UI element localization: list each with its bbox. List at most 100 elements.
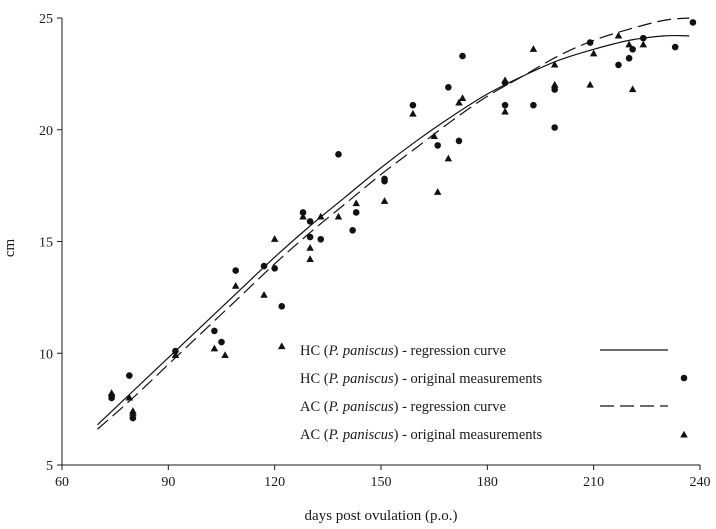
hc-data-point	[615, 61, 622, 69]
ac-data-point	[231, 282, 240, 289]
legend-entry-label: AC (P. paniscus) - regression curve	[300, 399, 506, 415]
hc-data-point	[586, 39, 594, 46]
legend-suffix: ) - regression curve	[394, 343, 506, 359]
x-tick-label: 210	[583, 475, 604, 490]
hc-data-point	[625, 54, 633, 62]
ac-data-point	[501, 107, 509, 115]
ac-data-point	[380, 197, 389, 204]
ac-data-point	[278, 342, 286, 350]
hc-data-point	[172, 347, 179, 355]
hc-data-point	[689, 19, 697, 26]
legend-suffix: ) - original measurements	[394, 427, 543, 443]
hc-data-point	[455, 137, 463, 145]
y-tick-label: 25	[39, 12, 53, 27]
ac-data-point	[589, 49, 598, 57]
ac-data-point	[586, 80, 594, 88]
ac-data-point	[260, 290, 268, 298]
x-tick-label: 90	[161, 475, 175, 490]
ac-data-point	[306, 255, 314, 262]
ac-data-point	[221, 351, 229, 359]
ac-data-point	[430, 132, 438, 140]
legend-suffix: ) - regression curve	[394, 399, 506, 415]
legend-circle-marker	[680, 374, 688, 382]
ac-regression-curve	[97, 17, 690, 430]
hc-data-point	[306, 218, 314, 225]
x-axis-label: days post ovulation (p.o.)	[305, 508, 458, 524]
x-tick-label: 150	[371, 475, 392, 490]
hc-data-point	[501, 101, 509, 109]
hc-data-point	[299, 209, 307, 216]
legend-species: P. paniscus	[328, 343, 394, 359]
legend-entry-label: AC (P. paniscus) - original measurements	[300, 427, 543, 443]
legend-prefix: AC (	[300, 427, 329, 443]
ac-data-point	[501, 76, 509, 84]
ac-data-point	[299, 212, 307, 220]
x-tick-label: 120	[264, 475, 285, 490]
ac-data-point	[639, 40, 648, 48]
hc-data-point	[551, 86, 558, 93]
ac-data-point	[210, 344, 219, 352]
y-tick-label: 20	[39, 124, 53, 139]
ac-data-point	[444, 154, 453, 162]
hc-data-point	[126, 372, 133, 379]
ac-data-point	[409, 109, 417, 117]
hc-data-point	[317, 235, 325, 243]
hc-regression-curve	[97, 34, 690, 426]
ac-data-point	[550, 60, 559, 68]
ac-data-point	[625, 40, 633, 48]
hc-data-point	[278, 303, 286, 310]
hc-data-point	[218, 338, 225, 346]
legend-triangle-marker	[680, 430, 688, 438]
ac-data-point	[455, 98, 463, 106]
ac-data-point	[306, 244, 314, 251]
ac-data-point	[334, 212, 343, 220]
legend-prefix: HC (	[300, 371, 329, 387]
ac-data-point	[628, 85, 637, 93]
ac-data-point	[107, 389, 116, 397]
hc-data-point	[211, 327, 218, 335]
legend-prefix: HC (	[300, 343, 329, 359]
x-tick-label: 180	[477, 475, 498, 490]
axis-ticks: 60 90 120 150 180 210 240 5 10 15 20 25	[39, 12, 711, 490]
hc-data-point	[352, 209, 360, 216]
ac-data-point	[529, 45, 538, 52]
plot-frame	[61, 18, 700, 466]
legend-species: P. paniscus	[328, 399, 394, 415]
legend-prefix: AC (	[300, 399, 329, 415]
y-axis-label: cm	[2, 239, 18, 258]
legend-species: P. paniscus	[328, 371, 394, 387]
hc-data-point	[232, 267, 239, 274]
legend-suffix: ) - original measurements	[394, 371, 543, 387]
x-tick-label: 60	[55, 475, 69, 490]
hc-data-point	[349, 227, 356, 234]
y-tick-label: 15	[39, 236, 53, 251]
ac-data-point	[171, 351, 180, 359]
ac-data-point	[550, 80, 559, 88]
legend-entry-label: HC (P. paniscus) - regression curve	[300, 343, 506, 359]
hc-data-point	[551, 124, 558, 131]
ac-data-point	[125, 393, 134, 401]
hc-data-point	[434, 142, 442, 149]
ac-data-point	[129, 409, 137, 417]
hc-data-point	[129, 414, 137, 422]
data-points	[107, 19, 697, 422]
ac-data-point	[316, 212, 325, 220]
ac-data-point	[458, 94, 467, 102]
x-tick-label: 240	[690, 475, 711, 490]
ac-data-point	[614, 31, 623, 39]
hc-data-point	[381, 175, 388, 183]
hc-data-point	[459, 52, 466, 60]
y-tick-label: 5	[46, 459, 53, 474]
legend-entry-label: HC (P. paniscus) - original measurements	[300, 371, 543, 387]
hc-data-point	[671, 43, 679, 51]
hc-data-point	[335, 151, 342, 158]
hc-data-point	[639, 34, 647, 42]
legend-species: P. paniscus	[328, 427, 394, 443]
y-tick-label: 10	[39, 347, 53, 362]
hc-data-point	[530, 101, 537, 109]
hc-data-point	[260, 262, 268, 270]
hc-data-point	[445, 83, 452, 91]
ac-data-point	[433, 188, 442, 195]
